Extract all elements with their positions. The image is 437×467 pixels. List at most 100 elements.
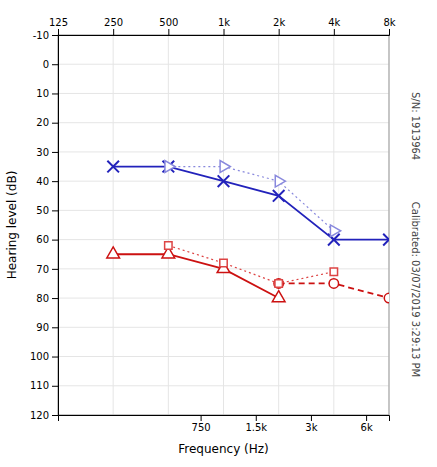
tick: 80: [36, 293, 58, 304]
tick: 3k: [305, 415, 317, 433]
tick-label: 3k: [305, 422, 317, 433]
grid-line: [58, 210, 389, 211]
tick: 20: [36, 117, 58, 128]
tick-label: 250: [104, 17, 123, 28]
tick-mark: [224, 29, 225, 35]
series-marker: [165, 242, 172, 249]
tick-mark: [52, 123, 58, 124]
tick-label: 60: [36, 234, 49, 245]
tick-mark: [52, 240, 58, 241]
tick: 50: [36, 205, 58, 216]
tick-label: -10: [33, 30, 49, 41]
tick: 2k: [273, 17, 285, 35]
annotation: Calibrated: 03/07/2019 3:29:13 PM: [410, 202, 421, 377]
tick-mark: [334, 29, 335, 35]
axis-line: [59, 416, 390, 422]
grid-line: [113, 35, 114, 415]
tick-label: 120: [30, 410, 49, 421]
tick: 6k: [361, 415, 373, 433]
tick-label: 8k: [383, 17, 395, 28]
annotation: S/N: 1913964: [410, 92, 421, 160]
series: [165, 161, 341, 237]
x-axis-top: 125 250 500 1k 2k 4k 8k: [49, 17, 396, 36]
series-layer: [107, 161, 389, 303]
tick-label: 1k: [218, 17, 230, 28]
tick-label: 100: [30, 351, 49, 362]
series-marker: [330, 268, 337, 275]
series-line: [113, 254, 279, 298]
series: [107, 161, 389, 246]
tick-label: 4k: [328, 17, 340, 28]
series-marker: [275, 280, 282, 287]
series-marker: [384, 293, 389, 302]
series-marker: [220, 259, 227, 266]
tick: 30: [36, 147, 58, 158]
series-marker: [273, 190, 285, 202]
tick-label: 750: [192, 422, 211, 433]
tick: 750: [192, 415, 211, 433]
x-axis-title: Frequency (Hz): [178, 442, 269, 456]
tick-label: 2k: [273, 17, 285, 28]
grid-line: [58, 93, 389, 94]
tick: 40: [36, 176, 58, 187]
plot-frame: [58, 35, 389, 415]
series-marker: [275, 175, 285, 187]
series-marker: [165, 161, 175, 173]
tick-mark: [52, 210, 58, 211]
tick-mark: [52, 269, 58, 270]
tick: 125: [49, 17, 68, 35]
tick: 10: [36, 88, 58, 99]
series-marker: [383, 234, 389, 246]
tick-mark: [52, 298, 58, 299]
tick-label: 10: [36, 88, 49, 99]
series: [274, 279, 389, 303]
tick-label: 1.5k: [245, 422, 267, 433]
grid-line: [58, 151, 389, 152]
tick: 60: [36, 234, 58, 245]
series-marker: [274, 279, 283, 288]
tick-mark: [52, 152, 58, 153]
tick-mark: [52, 93, 58, 94]
grid-line: [58, 122, 389, 123]
tick-label: 90: [36, 322, 49, 333]
tick-label: 80: [36, 293, 49, 304]
tick-label: 500: [159, 17, 178, 28]
series: [165, 242, 338, 287]
chart: 125 250 500 1k 2k 4k 8k 750 1.5k 3k 6k -10 0 10 20 30 40…: [0, 0, 437, 467]
tick-mark: [52, 64, 58, 65]
grid-line: [58, 64, 389, 65]
x-axis-bottom: 750 1.5k 3k 6k: [59, 415, 390, 433]
tick-mark: [52, 327, 58, 328]
plot-area: 125 250 500 1k 2k 4k 8k 750 1.5k 3k 6k -10 0 10 20 30 40…: [5, 17, 396, 456]
tick-label: 40: [36, 176, 49, 187]
series-line: [168, 245, 334, 283]
tick-label: 50: [36, 205, 49, 216]
tick: 120: [30, 410, 58, 421]
grid-line: [278, 35, 279, 415]
tick: 250: [104, 17, 123, 35]
series-line: [168, 167, 334, 231]
tick-label: 70: [36, 264, 49, 275]
tick-mark: [256, 415, 257, 421]
tick: 4k: [328, 17, 340, 35]
tick: 1k: [218, 17, 230, 35]
grid-line: [58, 356, 389, 357]
tick: 100: [30, 351, 58, 362]
y-axis-title: Hearing level (dB): [5, 171, 19, 280]
tick: 90: [36, 322, 58, 333]
tick-mark: [58, 29, 59, 35]
tick: -10: [33, 30, 58, 41]
series-marker: [218, 175, 230, 187]
series-line: [113, 167, 389, 240]
series-marker: [272, 291, 285, 302]
grid-line: [223, 35, 224, 415]
tick: 0: [43, 59, 58, 70]
tick-mark: [389, 29, 390, 35]
tick-mark: [168, 29, 169, 35]
tick: 1.5k: [245, 415, 267, 433]
tick-label: 110: [30, 380, 49, 391]
grid: [58, 35, 389, 415]
tick-mark: [52, 181, 58, 182]
tick-mark: [52, 35, 58, 36]
tick: 500: [159, 17, 178, 35]
